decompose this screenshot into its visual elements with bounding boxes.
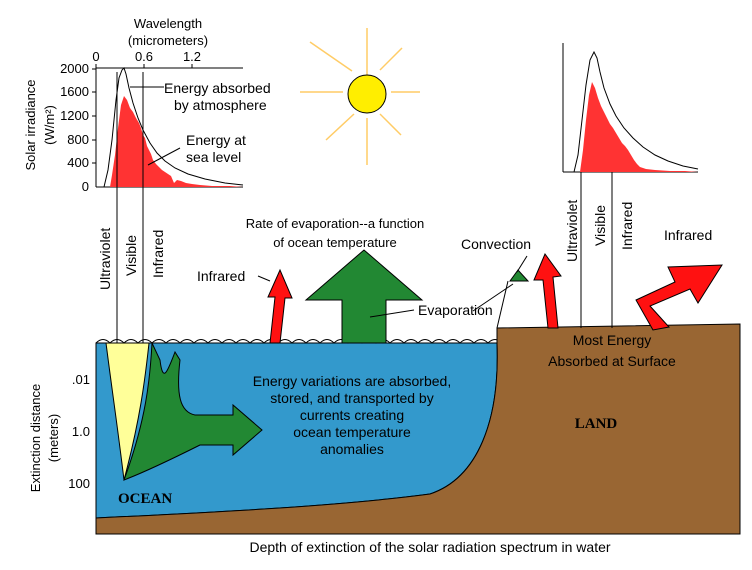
land-top-of-atmosphere-curve xyxy=(573,50,699,173)
convection-label: Convection xyxy=(461,236,531,252)
land-mass xyxy=(95,323,741,535)
wave-crests xyxy=(95,339,503,344)
y-axis-unit: (W/m²) xyxy=(42,105,57,145)
flow-leaders xyxy=(257,255,528,329)
infrared-land-arrow xyxy=(635,264,723,331)
sea-level-leader xyxy=(147,147,181,166)
land-section: Most Energy Absorbed at Surface LAND xyxy=(95,323,741,535)
y-tick-0: 0 xyxy=(82,179,89,194)
extinction-axis: Extinction distance (meters) .01 1.0 100 xyxy=(28,372,90,492)
y-tick-1200: 1200 xyxy=(60,108,89,123)
sun-disc xyxy=(347,74,387,114)
land-name: LAND xyxy=(575,416,618,432)
ocean-name: OCEAN xyxy=(118,491,172,507)
top-axis-unit: (micrometers) xyxy=(128,33,208,48)
ocean-current-arrow xyxy=(123,342,263,481)
extinction-axis-title: Extinction distance xyxy=(28,384,43,492)
infrared-ocean-arrow xyxy=(267,268,293,344)
land-band-ultraviolet: Ultraviolet xyxy=(564,200,580,262)
ocean-note-3: currents creating xyxy=(300,407,404,423)
spectrum-band-lines xyxy=(116,72,613,343)
infrared-land-label: Infrared xyxy=(664,227,712,243)
land-band-infrared: Infrared xyxy=(619,202,635,250)
flow-arrows xyxy=(257,249,723,344)
top-tick-12: 1.2 xyxy=(183,49,201,64)
ocean-band-visible: Visible xyxy=(123,235,139,276)
ocean-note-2: stored, and transported by xyxy=(270,390,433,406)
extinction-tick-100: 100 xyxy=(68,476,90,491)
evaporation-arrow xyxy=(304,249,424,344)
y-tick-800: 800 xyxy=(67,132,89,147)
land-sea-level-spectrum xyxy=(580,82,698,172)
y-tick-400: 400 xyxy=(67,155,89,170)
sun-rays xyxy=(300,28,420,165)
label-energy-absorbed: Energy absorbed xyxy=(164,80,271,96)
extinction-tick-001: .01 xyxy=(72,372,90,387)
evaporation-rate-1: Rate of evaporation--a function xyxy=(246,216,425,231)
label-sea-level: sea level xyxy=(186,149,241,165)
figure-caption: Depth of extinction of the solar radiati… xyxy=(249,539,610,555)
ocean-note-5: anomalies xyxy=(320,441,384,457)
ocean-note-4: ocean temperature xyxy=(293,424,411,440)
sun xyxy=(300,28,420,165)
convection-arrow xyxy=(509,269,530,282)
ocean-band-infrared: Infrared xyxy=(150,230,166,278)
y-tick-2000: 2000 xyxy=(60,61,89,76)
land-irradiance-chart xyxy=(562,43,699,173)
label-energy-at: Energy at xyxy=(186,132,246,148)
top-axis-title: Wavelength xyxy=(134,16,202,31)
land-band-visible: Visible xyxy=(592,205,608,246)
extinction-axis-unit: (meters) xyxy=(46,414,61,462)
top-tick-0: 0 xyxy=(92,49,99,64)
label-by-atmosphere: by atmosphere xyxy=(174,97,267,113)
irradiance-chart: Wavelength (micrometers) 0 0.6 1.2 Solar… xyxy=(23,16,271,194)
y-tick-1600: 1600 xyxy=(60,84,89,99)
infrared-ocean-label: Infrared xyxy=(197,268,245,284)
top-tick-06: 0.6 xyxy=(135,49,153,64)
ocean-band-ultraviolet: Ultraviolet xyxy=(97,228,113,290)
ocean-note-1: Energy variations are absorbed, xyxy=(253,373,451,389)
land-note-2: Absorbed at Surface xyxy=(548,353,676,369)
ocean-section: Energy variations are absorbed, stored, … xyxy=(95,339,503,519)
infrared-land-small-arrow xyxy=(533,252,562,329)
evaporation-label: Evaporation xyxy=(418,302,493,318)
y-axis-title: Solar irradiance xyxy=(23,79,38,170)
extinction-tick-1: 1.0 xyxy=(72,424,90,439)
land-note-1: Most Energy xyxy=(573,332,652,348)
evaporation-rate-2: of ocean temperature xyxy=(273,235,397,250)
